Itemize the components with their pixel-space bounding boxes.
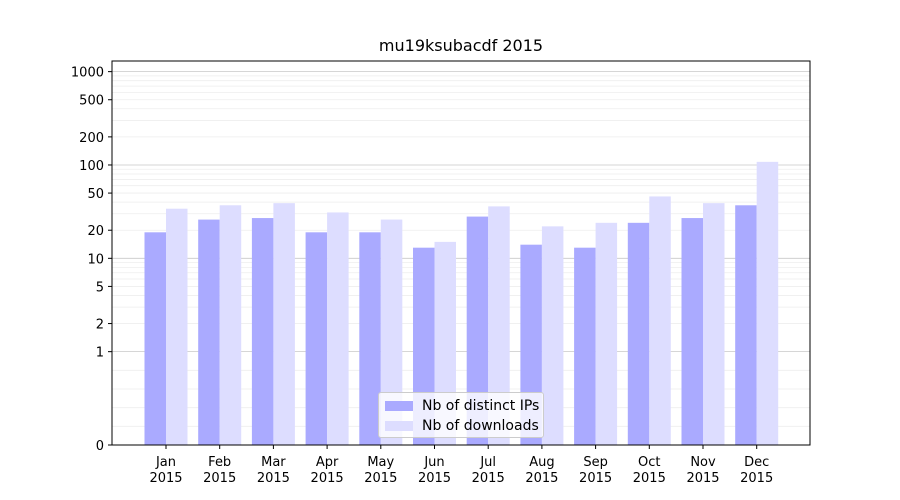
legend-item-downloads: Nb of downloads xyxy=(385,416,539,436)
bar-distinct-ips xyxy=(735,205,757,445)
y-axis: 0 1 2 5 10 20 50 100 200 500 1000 xyxy=(71,66,112,454)
x-tick-label-line: 2015 xyxy=(203,471,236,486)
chart-title: mu19ksubacdf 2015 xyxy=(378,36,544,55)
bar-distinct-ips xyxy=(198,219,220,445)
legend: Nb of distinct IPs Nb of downloads xyxy=(378,392,544,438)
x-tick-label-line: 2015 xyxy=(686,471,719,486)
x-tick-label: Apr 2015 xyxy=(311,455,344,486)
x-tick-label-line: 2015 xyxy=(579,471,612,486)
legend-label-downloads: Nb of downloads xyxy=(422,418,539,434)
bar-downloads xyxy=(273,203,295,445)
legend-swatch-downloads xyxy=(385,421,413,431)
bar-downloads xyxy=(219,205,242,445)
x-tick-label: Aug 2015 xyxy=(525,455,558,486)
y-tick-label: 20 xyxy=(87,224,104,239)
bar-downloads xyxy=(327,212,349,445)
legend-swatch-ips xyxy=(385,401,413,411)
x-tick-label-line: Jul xyxy=(479,455,496,470)
bar-distinct-ips xyxy=(681,218,703,445)
x-tick-label-line: May xyxy=(367,455,394,470)
y-tick-label: 10 xyxy=(87,252,104,267)
x-tick-label: Dec 2015 xyxy=(740,455,773,486)
y-tick-label: 200 xyxy=(79,131,104,146)
bar-distinct-ips xyxy=(466,216,489,445)
bar-downloads xyxy=(595,222,618,445)
bar-downloads xyxy=(488,206,510,445)
x-tick-label: Jul 2015 xyxy=(472,455,505,486)
x-tick-label-line: 2015 xyxy=(633,471,666,486)
x-tick-label: May 2015 xyxy=(364,455,397,486)
x-tick-label-line: Jan xyxy=(155,455,176,470)
bar-distinct-ips xyxy=(627,222,650,445)
legend-item-ips: Nb of distinct IPs xyxy=(385,396,540,416)
bar-downloads xyxy=(756,161,779,446)
x-tick-label: Nov 2015 xyxy=(686,455,719,486)
bar-distinct-ips xyxy=(144,232,166,445)
x-tick-label: Jun 2015 xyxy=(418,455,451,486)
x-tick-label: Oct 2015 xyxy=(633,455,666,486)
y-tick-label: 2 xyxy=(96,318,104,333)
legend-label-ips: Nb of distinct IPs xyxy=(422,398,540,414)
x-tick-label-line: 2015 xyxy=(149,471,182,486)
bar-downloads xyxy=(541,226,564,445)
x-tick-label-line: Feb xyxy=(208,455,231,470)
plot-frame xyxy=(111,60,811,446)
x-tick-label-line: Nov xyxy=(690,455,716,470)
y-tick-label: 0 xyxy=(96,439,104,454)
x-tick-label-line: Apr xyxy=(316,455,339,470)
x-tick-label: Jan 2015 xyxy=(149,455,182,486)
x-tick-label-line: Aug xyxy=(529,455,554,470)
x-tick-label: Mar 2015 xyxy=(257,455,290,486)
x-tick-label-line: Oct xyxy=(638,455,660,470)
bar-distinct-ips xyxy=(574,247,596,445)
bar-downloads xyxy=(649,196,671,445)
x-tick-label-line: 2015 xyxy=(418,471,451,486)
x-tick-label-line: 2015 xyxy=(525,471,558,486)
bar-downloads xyxy=(166,208,188,445)
y-tick-label: 5 xyxy=(96,280,104,295)
y-tick-label: 500 xyxy=(79,94,104,109)
x-tick-label-line: Jun xyxy=(423,455,444,470)
x-tick-label-line: 2015 xyxy=(364,471,397,486)
x-tick-label: Feb 2015 xyxy=(203,455,236,486)
x-tick-label-line: 2015 xyxy=(740,471,773,486)
y-tick-label: 100 xyxy=(79,159,104,174)
x-tick-label-line: Dec xyxy=(744,455,769,470)
bar-downloads xyxy=(380,219,403,445)
x-tick-label-line: 2015 xyxy=(311,471,344,486)
bar-distinct-ips xyxy=(251,218,274,445)
bar-distinct-ips xyxy=(359,232,381,445)
bar-distinct-ips xyxy=(305,232,328,445)
x-tick-label-line: Sep xyxy=(583,455,608,470)
x-tick-label-line: Mar xyxy=(261,455,286,470)
y-tick-label: 50 xyxy=(87,187,104,202)
y-tick-label: 1 xyxy=(96,346,104,361)
y-tick-label: 1000 xyxy=(71,66,104,81)
x-tick-label-line: 2015 xyxy=(257,471,290,486)
bar-downloads xyxy=(703,203,725,445)
x-tick-label: Sep 2015 xyxy=(579,455,612,486)
x-tick-label-line: 2015 xyxy=(472,471,505,486)
